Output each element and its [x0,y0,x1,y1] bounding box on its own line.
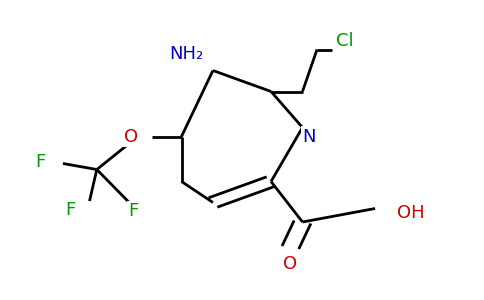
Text: Cl: Cl [336,32,354,50]
Text: F: F [128,202,138,220]
Text: F: F [36,153,46,171]
Text: F: F [65,201,75,219]
Text: O: O [124,128,138,146]
Text: NH₂: NH₂ [169,45,203,63]
Text: N: N [302,128,316,146]
Text: O: O [283,255,298,273]
Text: OH: OH [397,204,424,222]
